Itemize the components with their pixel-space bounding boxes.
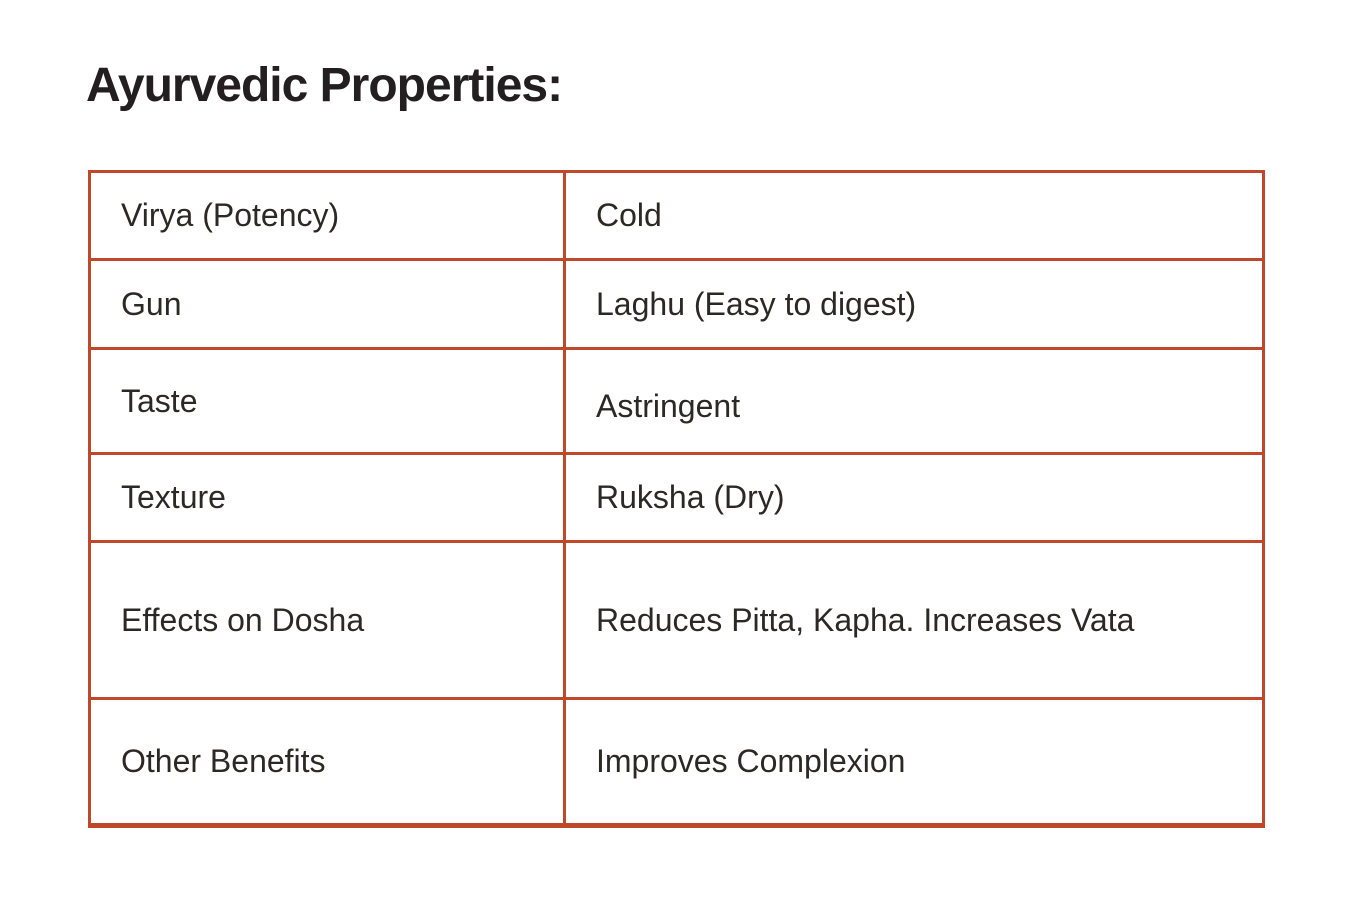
property-value: Cold	[596, 197, 662, 234]
property-name: Other Benefits	[121, 743, 326, 780]
property-value-cell: Cold	[566, 173, 1262, 258]
property-name: Gun	[121, 285, 182, 322]
property-name-cell: Taste	[91, 350, 566, 452]
property-value-cell: Reduces Pitta, Kapha. Increases Vata	[566, 543, 1262, 697]
property-value: Ruksha (Dry)	[596, 479, 785, 516]
property-name-cell: Virya (Potency)	[91, 173, 566, 258]
property-value: Reduces Pitta, Kapha. Increases Vata	[596, 601, 1135, 638]
property-name: Taste	[121, 382, 198, 419]
property-value-cell: Astringent	[566, 350, 1262, 452]
property-value: Laghu (Easy to digest)	[596, 285, 917, 322]
property-value-cell: Ruksha (Dry)	[566, 455, 1262, 540]
table-row: Effects on Dosha Reduces Pitta, Kapha. I…	[91, 543, 1262, 700]
property-name: Effects on Dosha	[121, 601, 365, 638]
property-name-cell: Effects on Dosha	[91, 543, 566, 697]
table-row: Taste Astringent	[91, 350, 1262, 455]
property-name-cell: Texture	[91, 455, 566, 540]
page-title: Ayurvedic Properties:	[86, 59, 563, 112]
table-row: Gun Laghu (Easy to digest)	[91, 261, 1262, 350]
property-value: Astringent	[596, 387, 741, 424]
table-row: Virya (Potency) Cold	[91, 173, 1262, 261]
property-value-cell: Improves Complexion	[566, 700, 1262, 823]
table-row: Texture Ruksha (Dry)	[91, 455, 1262, 543]
property-name: Virya (Potency)	[121, 197, 340, 234]
property-name-cell: Gun	[91, 261, 566, 347]
table-row: Other Benefits Improves Complexion	[91, 700, 1262, 823]
properties-table: Virya (Potency) Cold Gun Laghu (Easy to …	[88, 170, 1265, 828]
property-name: Texture	[121, 479, 226, 516]
property-value: Improves Complexion	[596, 743, 906, 780]
property-name-cell: Other Benefits	[91, 700, 566, 823]
property-value-cell: Laghu (Easy to digest)	[566, 261, 1262, 347]
